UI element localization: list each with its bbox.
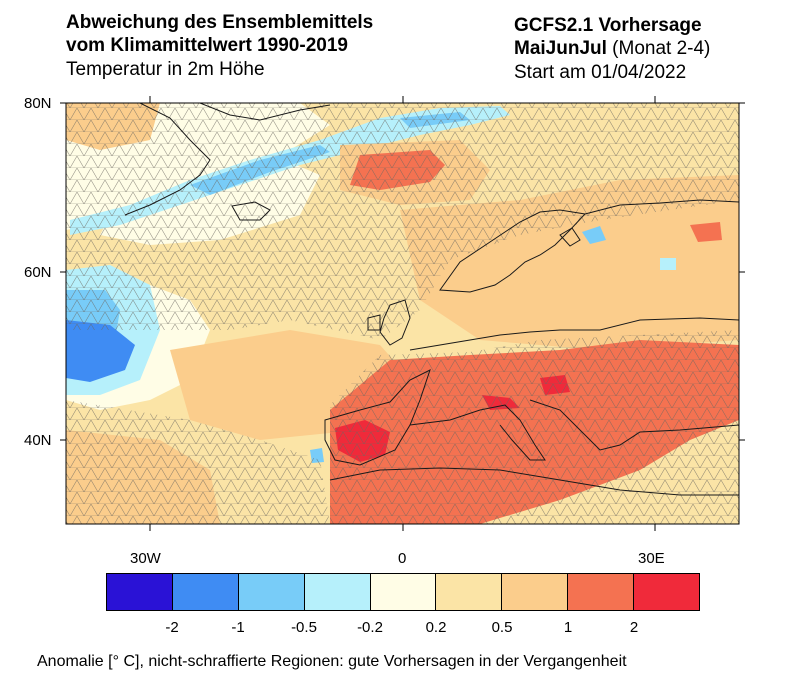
field-cool-spot xyxy=(660,258,676,270)
anomaly-map xyxy=(60,96,745,531)
coast-north-africa xyxy=(329,467,739,496)
coast-ireland xyxy=(367,314,381,331)
colorbar-tick-05: 0.5 xyxy=(491,619,513,636)
colorbar-tick-m2: -2 xyxy=(165,619,179,636)
coast-italy xyxy=(409,404,546,461)
coast-iberia xyxy=(324,369,431,466)
title-line-1: Abweichung des Ensemblemittels xyxy=(66,12,374,33)
start-date: Start am 01/04/2022 xyxy=(514,62,687,83)
colorbar-swatch-1 xyxy=(172,574,239,610)
lat-label-80n: 80N xyxy=(24,95,52,112)
coast-balkans-turkey xyxy=(529,399,739,451)
coast-greenland-east xyxy=(199,103,331,121)
colorbar-swatch-6 xyxy=(502,574,569,610)
colorbar xyxy=(106,573,700,611)
colorbar-swatch-4 xyxy=(370,574,437,610)
colorbar-tick-m02: -0.2 xyxy=(357,619,383,636)
lon-label-30e: 30E xyxy=(638,550,665,567)
colorbar-swatch-2 xyxy=(238,574,305,610)
colorbar-caption: Anomalie [° C], nicht-schraffierte Regio… xyxy=(37,653,627,670)
colorbar-swatch-7 xyxy=(568,574,635,610)
coast-iceland xyxy=(231,201,271,221)
colorbar-swatch-0 xyxy=(107,574,173,610)
field-cold-baltic xyxy=(582,226,606,244)
field-very-cold-atlantic xyxy=(66,320,135,382)
colorbar-tick-02: 0.2 xyxy=(425,619,447,636)
field-hot-russia xyxy=(690,222,722,242)
coast-britain xyxy=(379,299,411,346)
lon-label-30w: 30W xyxy=(130,550,161,567)
coast-scandinavia xyxy=(439,209,587,293)
lat-label-60n: 60N xyxy=(24,264,52,281)
coast-greenland xyxy=(124,103,211,216)
colorbar-tick-2: 2 xyxy=(629,619,639,636)
lon-label-0: 0 xyxy=(398,550,407,567)
hatching-southwest xyxy=(66,400,330,524)
colorbar-swatch-5 xyxy=(436,574,503,610)
title-line-2: vom Klimamittelwert 1990-2019 xyxy=(66,35,348,56)
subtitle-variable: Temperatur in 2m Höhe xyxy=(66,59,265,80)
coast-north-continent xyxy=(409,317,739,351)
hatching-low-skill xyxy=(66,103,739,524)
coast-arctic-russia xyxy=(584,199,739,215)
forecast-lead: (Monat 2-4) xyxy=(606,38,711,59)
forecast-period: MaiJunJul (Monat 2-4) xyxy=(514,38,710,60)
anomaly-fields xyxy=(66,103,739,524)
model-name: GCFS2.1 Vorhersage xyxy=(514,15,702,36)
colorbar-tick-1: 1 xyxy=(563,619,573,636)
coastlines xyxy=(124,103,739,496)
colorbar-swatch-8 xyxy=(634,574,700,610)
forecast-months: MaiJunJul xyxy=(514,38,607,59)
colorbar-tick-m1: -1 xyxy=(231,619,245,636)
colorbar-tick-m05: -0.5 xyxy=(291,619,317,636)
lat-label-40n: 40N xyxy=(24,432,52,449)
map-ticks xyxy=(60,96,745,531)
coast-lake xyxy=(559,227,581,247)
colorbar-swatch-3 xyxy=(304,574,371,610)
